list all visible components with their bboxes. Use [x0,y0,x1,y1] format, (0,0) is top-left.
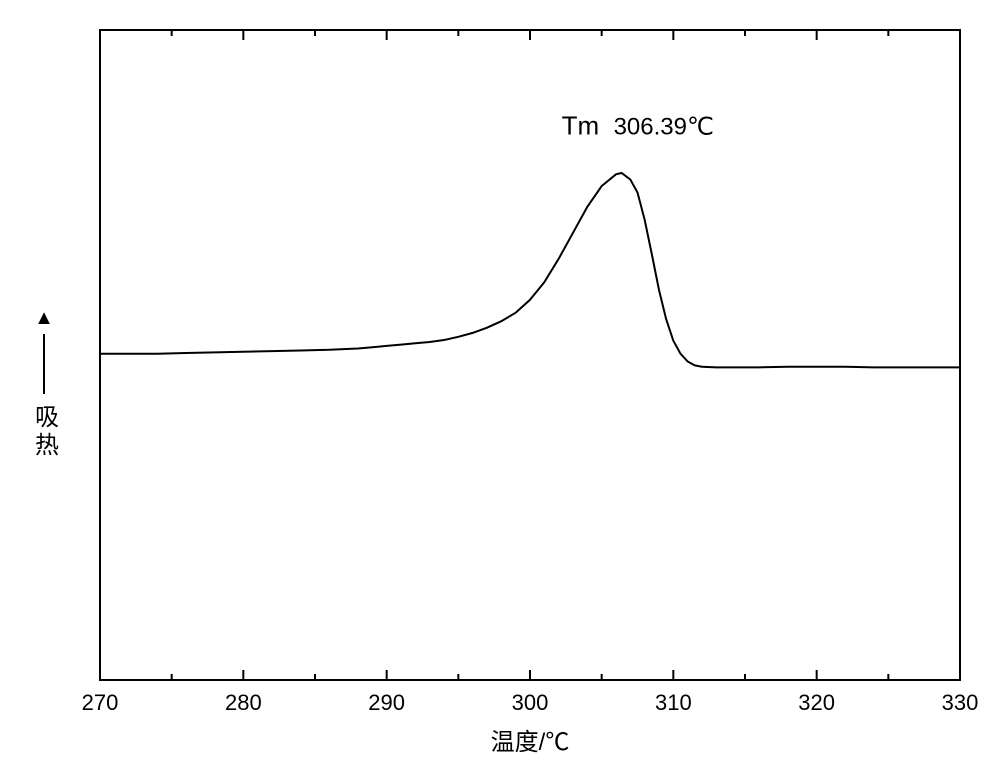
xtick-label: 290 [368,690,405,715]
xtick-label: 310 [655,690,692,715]
xtick-label: 320 [798,690,835,715]
y-axis-label: 吸热 [27,404,62,460]
chart-svg: 270 280 290 300 310 320 330 温度/℃ Tm 306.39℃ [0,0,1000,781]
y-axis-arrow-icon: ▲ [34,308,54,328]
y-axis-label-container: ▲ 吸热 [30,200,58,460]
dsc-curve [100,173,960,367]
xtick-label: 270 [82,690,119,715]
plot-frame [100,30,960,680]
peak-value: 306.39℃ [614,113,714,140]
dsc-chart: 270 280 290 300 310 320 330 温度/℃ Tm 306.39℃ ▲ 吸热 [0,0,1000,781]
xtick-label: 300 [512,690,549,715]
peak-symbol: Tm [562,110,600,140]
xtick-label: 280 [225,690,262,715]
xtick-label: 330 [942,690,979,715]
y-axis-arrow-line [43,334,45,394]
x-axis-label: 温度/℃ [491,729,570,756]
